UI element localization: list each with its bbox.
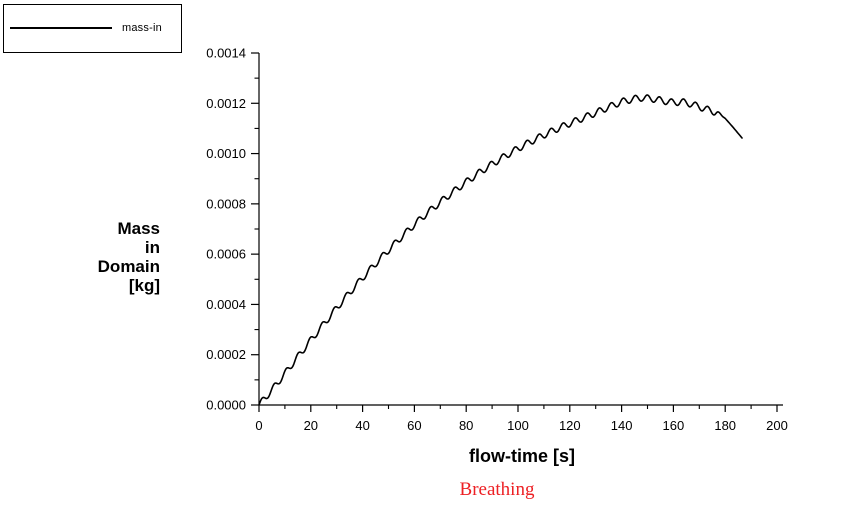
y-tick-label: 0.0012 xyxy=(206,96,246,111)
y-tick-label: 0.0010 xyxy=(206,146,246,161)
x-tick-label: 140 xyxy=(611,418,633,433)
x-tick-label: 200 xyxy=(766,418,788,433)
y-tick-label: 0.0008 xyxy=(206,196,246,211)
x-tick-label: 160 xyxy=(663,418,685,433)
y-tick-label: 0.0000 xyxy=(206,398,246,413)
x-tick-label: 100 xyxy=(507,418,529,433)
y-axis-title-line: in xyxy=(144,238,160,257)
y-axis-title-line: Mass xyxy=(117,219,160,238)
x-tick-label: 60 xyxy=(407,418,421,433)
chart-title: Breathing xyxy=(459,479,535,500)
mass-in-curve xyxy=(258,94,743,406)
y-tick-label: 0.0006 xyxy=(206,247,246,262)
y-axis-title: Mass in Domain [kg] xyxy=(40,219,160,295)
y-tick-label: 0.0002 xyxy=(206,347,246,362)
x-tick-label: 80 xyxy=(459,418,473,433)
x-tick-label: 0 xyxy=(255,418,262,433)
legend-line-sample xyxy=(10,27,112,29)
x-axis-title: flow-time [s] xyxy=(469,446,575,466)
legend-label: mass-in xyxy=(122,22,162,34)
legend: mass-in xyxy=(3,4,182,53)
y-axis-title-line: [kg] xyxy=(128,276,160,295)
x-tick-label: 180 xyxy=(714,418,736,433)
y-tick-label: 0.0014 xyxy=(206,46,246,61)
y-tick-label: 0.0004 xyxy=(206,297,246,312)
x-tick-label: 20 xyxy=(304,418,318,433)
x-tick-label: 120 xyxy=(559,418,581,433)
x-tick-label: 40 xyxy=(355,418,369,433)
y-axis-title-line: Domain xyxy=(97,257,160,276)
